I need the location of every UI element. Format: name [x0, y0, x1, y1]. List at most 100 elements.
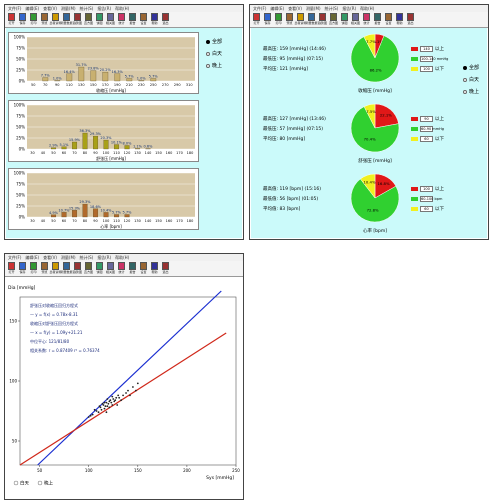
menu-measure[interactable]: 测量(M): [305, 6, 321, 11]
toolbar-button[interactable]: 退出: [161, 261, 170, 274]
toolbar-button[interactable]: 直方图: [84, 261, 93, 274]
toolbar-button[interactable]: 统计: [117, 12, 126, 25]
toolbar-button[interactable]: 趋势图: [318, 12, 327, 25]
toolbar-button[interactable]: 饼图: [95, 12, 104, 25]
pie-legend-row: 60-90 mmHg: [411, 126, 444, 132]
toolbar-button[interactable]: 设置: [139, 12, 148, 25]
y-tick-label: 0%: [19, 215, 26, 220]
toolbar-button-label: 直方图: [84, 270, 94, 274]
toolbar-button[interactable]: 报告: [373, 12, 382, 25]
toolbar-button[interactable]: 打印: [29, 261, 38, 274]
toolbar-button[interactable]: 测量数据: [61, 261, 73, 274]
toolbar-button[interactable]: 直方图: [329, 12, 338, 25]
menu-help[interactable]: 帮助(H): [360, 6, 375, 11]
menu-file[interactable]: 文件(F): [8, 255, 22, 260]
threshold-input[interactable]: 100: [420, 186, 433, 192]
toolbar-button[interactable]: 帮助: [150, 12, 159, 25]
period-radio-group: 全部 白天 晚上: [463, 62, 479, 98]
scatter-point: [118, 396, 121, 399]
radio-all[interactable]: 全部: [206, 36, 222, 48]
toolbar-button[interactable]: 测量数据: [306, 12, 318, 25]
toolbar-button[interactable]: 帮助: [395, 12, 404, 25]
toolbar-button[interactable]: 预览: [40, 261, 49, 274]
toolbar-tool-icon: [107, 13, 114, 21]
menu-measure[interactable]: 测量(M): [60, 255, 76, 260]
menu-view[interactable]: 查看(V): [288, 6, 302, 11]
toolbar-button[interactable]: 打开: [252, 12, 261, 25]
threshold-input[interactable]: 100: [420, 66, 433, 72]
radio-day[interactable]: 白天: [206, 48, 222, 60]
radio-night[interactable]: 晚上: [206, 60, 222, 72]
toolbar-button-label: 打印: [30, 270, 37, 274]
toolbar-button[interactable]: 打开: [7, 12, 16, 25]
toolbar-tool-icon: [275, 13, 282, 21]
threshold-input[interactable]: 60: [420, 206, 433, 212]
toolbar-button-label: 患者资料: [49, 270, 62, 274]
toolbar-button[interactable]: 趋势图: [73, 12, 82, 25]
scatter-point: [104, 405, 107, 408]
menu-edit[interactable]: 编辑(E): [25, 6, 40, 11]
toolbar-tool-icon: [41, 262, 48, 270]
toolbar-button[interactable]: 退出: [406, 12, 415, 25]
threshold-input[interactable]: 90: [420, 116, 433, 122]
threshold-input[interactable]: 100-140 mmHg: [420, 56, 449, 62]
menu-stat[interactable]: 统计(S): [79, 255, 94, 260]
bar-data-label: 8.0%: [123, 141, 133, 145]
menu-report[interactable]: 报告(R): [342, 6, 357, 11]
toolbar-button[interactable]: 患者资料: [295, 12, 307, 25]
toolbar-button[interactable]: 预览: [285, 12, 294, 25]
toolbar-button[interactable]: 患者资料: [49, 261, 62, 274]
menu-file[interactable]: 文件(F): [8, 6, 22, 11]
bar-data-label: 16.3%: [112, 70, 124, 74]
toolbar-button[interactable]: 打印: [274, 12, 283, 25]
threshold-input[interactable]: 60: [420, 136, 433, 142]
menu-edit[interactable]: 编辑(E): [270, 6, 285, 11]
toolbar-button[interactable]: 打印: [29, 12, 38, 25]
pie-stat-text: 最高值: 119 [bpm] (15:16): [263, 187, 321, 192]
toolbar-button[interactable]: 设置: [384, 12, 393, 25]
toolbar-button[interactable]: 保存: [263, 12, 272, 25]
menu-help[interactable]: 帮助(H): [115, 255, 130, 260]
threshold-input[interactable]: 140: [420, 46, 433, 52]
toolbar-button[interactable]: 饼图: [95, 261, 104, 274]
toolbar-button[interactable]: 测量数据: [61, 12, 73, 25]
menu-view[interactable]: 查看(V): [43, 6, 57, 11]
toolbar-button[interactable]: 饼图: [340, 12, 349, 25]
toolbar-button[interactable]: 相关图: [351, 12, 360, 25]
toolbar-button[interactable]: 统计: [117, 261, 126, 274]
toolbar-button[interactable]: 相关图: [106, 12, 115, 25]
toolbar-button[interactable]: 帮助: [150, 261, 159, 274]
radio-day[interactable]: 白天: [463, 74, 479, 86]
menu-bar: 文件(F) 编辑(E) 查看(V) 测量(M) 统计(S) 报告(R) 帮助(H…: [5, 5, 243, 12]
toolbar-button[interactable]: 相关图: [106, 261, 115, 274]
menu-help[interactable]: 帮助(H): [115, 6, 130, 11]
pie-slice-label: 10.4%: [364, 179, 376, 184]
toolbar-button[interactable]: 退出: [161, 12, 170, 25]
threshold-input[interactable]: 60-90 mmHg: [420, 126, 444, 132]
menu-measure[interactable]: 测量(M): [60, 6, 76, 11]
x-tick-label: 80: [83, 151, 87, 155]
toolbar-button[interactable]: 报告: [128, 261, 137, 274]
menu-edit[interactable]: 编辑(E): [25, 255, 40, 260]
menu-report[interactable]: 报告(R): [97, 255, 112, 260]
toolbar-button[interactable]: 保存: [18, 261, 27, 274]
toolbar-button[interactable]: 直方图: [84, 12, 93, 25]
menu-report[interactable]: 报告(R): [97, 6, 112, 11]
radio-label: 白天: [469, 77, 480, 83]
toolbar-button[interactable]: 趋势图: [73, 261, 82, 274]
menu-stat[interactable]: 统计(S): [324, 6, 339, 11]
toolbar-button[interactable]: 保存: [18, 12, 27, 25]
pie-caption: 心率 [bpm]: [363, 227, 387, 234]
threshold-input[interactable]: 60-100 bpm: [420, 196, 443, 202]
menu-stat[interactable]: 统计(S): [79, 6, 94, 11]
toolbar-button[interactable]: 患者资料: [50, 12, 62, 25]
menu-file[interactable]: 文件(F): [253, 6, 267, 11]
toolbar-button[interactable]: 统计: [362, 12, 371, 25]
toolbar-button[interactable]: 报告: [128, 12, 137, 25]
toolbar-button[interactable]: 设置: [139, 261, 148, 274]
menu-view[interactable]: 查看(V): [43, 255, 57, 260]
radio-night[interactable]: 晚上: [463, 86, 479, 98]
toolbar-button[interactable]: 打开: [7, 261, 16, 274]
radio-all[interactable]: 全部: [463, 62, 479, 74]
toolbar-button[interactable]: 预览: [40, 12, 49, 25]
